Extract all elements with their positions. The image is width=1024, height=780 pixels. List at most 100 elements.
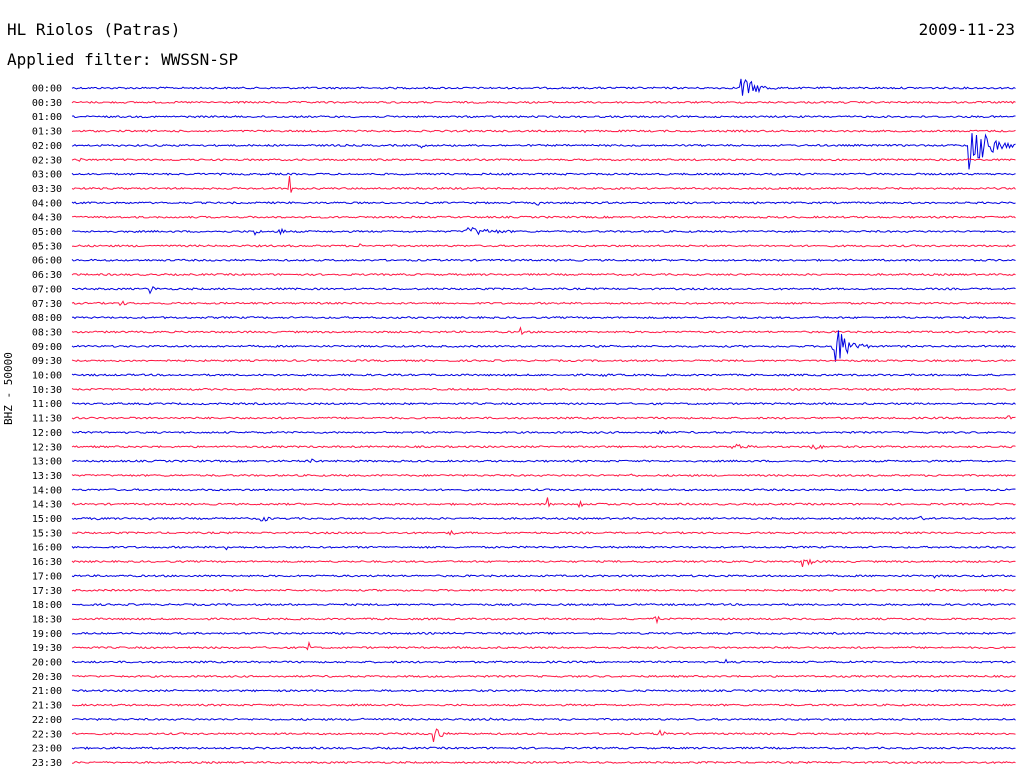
row-time-label: 06:00: [32, 256, 62, 267]
trace-line: [71, 658, 1016, 664]
row-time-label: 05:00: [32, 227, 62, 238]
row-time-label: 22:00: [32, 715, 62, 726]
trace-line: [71, 515, 1016, 522]
row-time-label: 17:30: [32, 586, 62, 597]
row-time-label: 14:00: [32, 485, 62, 496]
row-time-label: 02:30: [32, 155, 62, 166]
trace-line: [71, 728, 1016, 742]
row-time-label: 18:00: [32, 600, 62, 611]
trace-line: [72, 286, 1016, 295]
trace-line: [71, 430, 1016, 435]
trace-line: [71, 115, 1016, 119]
row-time-label: 13:00: [32, 457, 62, 468]
row-time-label: 14:30: [32, 500, 62, 511]
trace-line: [71, 359, 1016, 363]
row-time-label: 07:00: [32, 284, 62, 295]
trace-line: [71, 488, 1016, 492]
trace-line: [71, 640, 1016, 651]
row-time-label: 12:00: [32, 428, 62, 439]
trace-line: [71, 574, 1016, 579]
trace-line: [71, 373, 1016, 378]
trace-line: [71, 402, 1016, 406]
row-time-label: 23:30: [32, 758, 62, 769]
trace-line: [71, 215, 1016, 219]
trace-line: [71, 201, 1016, 206]
record-date: 2009-11-23: [918, 20, 1015, 39]
trace-line: [71, 588, 1016, 592]
trace-line: [71, 172, 1016, 176]
row-time-label: 20:30: [32, 672, 62, 683]
trace-line: [71, 243, 1016, 248]
row-time-label: 20:00: [32, 658, 62, 669]
trace-line: [71, 100, 1016, 104]
row-time-label: 00:00: [32, 84, 62, 95]
row-time-label: 08:30: [32, 327, 62, 338]
row-time-label: 13:30: [32, 471, 62, 482]
station-title: HL Riolos (Patras): [7, 20, 181, 39]
row-time-label: 08:00: [32, 313, 62, 324]
row-time-label: 23:00: [32, 744, 62, 755]
row-time-label: 03:30: [32, 184, 62, 195]
trace-line: [71, 443, 1016, 451]
row-time-label: 05:30: [32, 241, 62, 252]
row-time-label: 10:30: [32, 385, 62, 396]
trace-line: [71, 529, 1016, 536]
trace-line: [71, 326, 1016, 336]
trace-line: [71, 78, 1016, 96]
row-time-label: 22:30: [32, 729, 62, 740]
row-time-label: 03:00: [32, 170, 62, 181]
row-time-label: 01:00: [32, 112, 62, 123]
trace-line: [71, 717, 1016, 721]
trace-line: [71, 674, 1016, 678]
trace-line: [71, 258, 1016, 262]
trace-line: [71, 473, 1016, 478]
row-time-label: 00:30: [32, 98, 62, 109]
trace-line: [71, 300, 1016, 307]
trace-line: [71, 315, 1016, 320]
row-time-label: 09:00: [32, 342, 62, 353]
row-time-label: 21:00: [32, 686, 62, 697]
trace-line: [71, 387, 1016, 391]
trace-line: [72, 703, 1016, 707]
trace-line: [71, 133, 1016, 170]
row-time-label: 17:00: [32, 571, 62, 582]
filter-label: Applied filter: WWSSN-SP: [7, 50, 239, 69]
row-time-label: 15:00: [32, 514, 62, 525]
row-time-label: 06:30: [32, 270, 62, 281]
trace-line: [71, 458, 1016, 463]
row-time-label: 07:30: [32, 299, 62, 310]
trace-line: [71, 689, 1016, 693]
row-time-label: 21:30: [32, 701, 62, 712]
trace-line: [71, 330, 1016, 362]
trace-line: [71, 226, 1016, 236]
row-time-label: 04:00: [32, 198, 62, 209]
trace-line: [71, 176, 1016, 193]
row-time-label: 15:30: [32, 528, 62, 539]
trace-line: [71, 497, 1016, 509]
trace-line: [71, 272, 1016, 277]
trace-line: [71, 415, 1016, 420]
row-time-label: 11:00: [32, 399, 62, 410]
row-time-label: 18:30: [32, 614, 62, 625]
row-time-label: 16:00: [32, 543, 62, 554]
trace-line: [71, 746, 1016, 750]
row-time-label: 19:30: [32, 643, 62, 654]
row-time-label: 10:00: [32, 371, 62, 382]
row-time-label: 09:30: [32, 356, 62, 367]
row-time-label: 12:30: [32, 442, 62, 453]
row-time-label: 01:30: [32, 127, 62, 138]
row-time-label: 11:30: [32, 414, 62, 425]
row-time-label: 16:30: [32, 557, 62, 568]
trace-line: [72, 602, 1016, 607]
trace-line: [71, 631, 1016, 635]
trace-line: [71, 558, 1016, 568]
trace-line: [71, 157, 1016, 162]
row-time-label: 02:00: [32, 141, 62, 152]
row-time-label: 04:30: [32, 213, 62, 224]
trace-line: [71, 760, 1016, 765]
trace-line: [71, 615, 1016, 625]
row-time-label: 19:00: [32, 629, 62, 640]
trace-line: [71, 129, 1016, 134]
trace-line: [71, 545, 1016, 551]
